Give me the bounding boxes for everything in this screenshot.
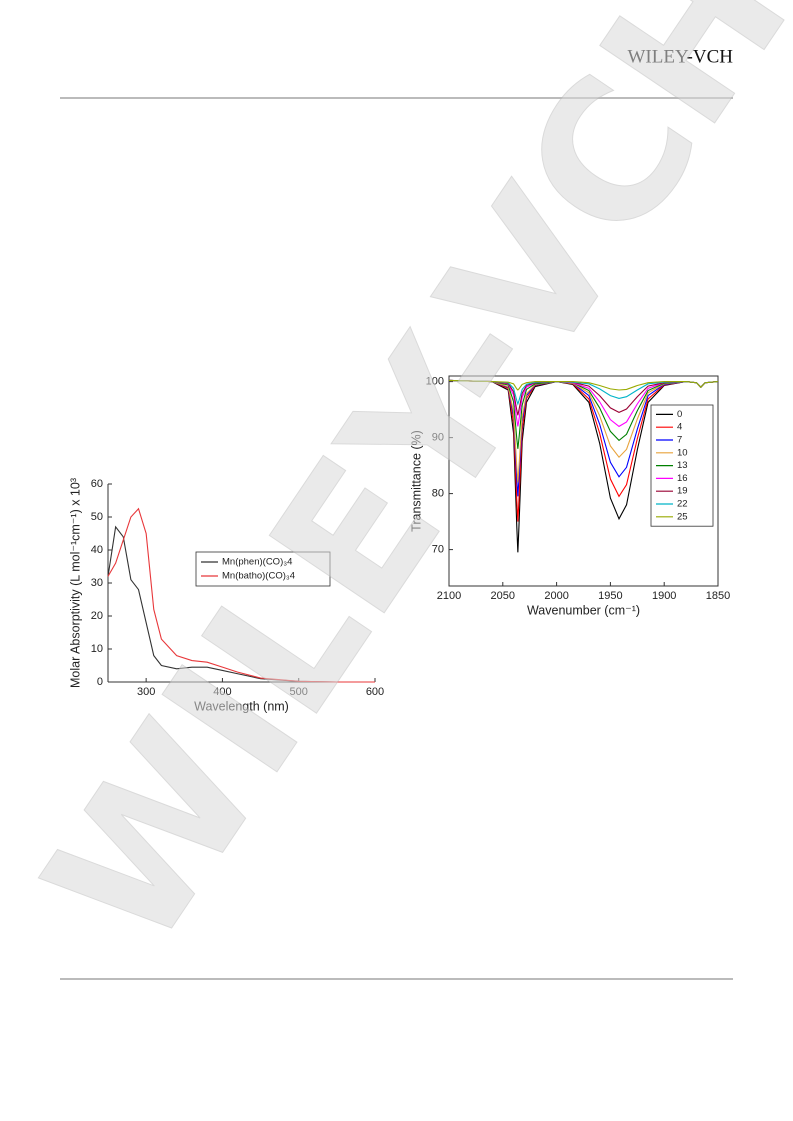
y-tick-label: 50 (91, 511, 103, 523)
y-tick-label: 20 (91, 610, 103, 622)
legend-label: Mn(batho)(CO)₃4 (222, 571, 295, 582)
y-tick-label: 80 (432, 488, 444, 500)
data-line (448, 379, 719, 391)
y-axis-label: Molar Absorptivity (L mol⁻¹cm⁻¹) x 10³ (68, 478, 82, 688)
legend-label: 10 (677, 447, 688, 458)
y-tick-label: 60 (91, 478, 103, 490)
publisher-logo: WILEY-VCH (627, 46, 733, 67)
x-tick-label: 2100 (437, 590, 461, 602)
x-tick-label: 1900 (652, 590, 676, 602)
x-tick-label: 500 (290, 686, 308, 698)
legend-label: Mn(phen)(CO)₃4 (222, 557, 292, 568)
legend-label: 13 (677, 460, 688, 471)
x-tick-label: 2050 (491, 590, 515, 602)
x-axis-label: Wavenumber (cm⁻¹) (527, 603, 640, 617)
x-axis-label: Wavelength (nm) (194, 699, 289, 713)
x-tick-label: 2000 (544, 590, 568, 602)
chart: 0 10 20 30 40 50 60 300 400 500 600 Wavelength (nm)… (68, 478, 384, 713)
legend-label: 19 (677, 486, 688, 497)
plot-frame (448, 375, 719, 587)
y-axis-label: Transmittance (%) (409, 430, 423, 532)
y-tick-label: 0 (97, 676, 103, 688)
legend-label: 7 (677, 435, 682, 446)
legend-label: 22 (677, 499, 688, 510)
x-tick-label: 400 (213, 686, 231, 698)
x-tick-label: 600 (366, 686, 384, 698)
y-tick-label: 100 (426, 376, 444, 388)
x-tick-label: 1850 (706, 590, 730, 602)
y-tick-label: 10 (91, 643, 103, 655)
legend-label: 0 (677, 409, 682, 420)
y-tick-label: 30 (91, 577, 103, 589)
y-tick-label: 40 (91, 544, 103, 556)
x-tick-label: 1950 (598, 590, 622, 602)
legend-label: 4 (677, 422, 682, 433)
data-line (107, 507, 375, 683)
y-tick-label: 70 (432, 544, 444, 556)
legend-box (195, 551, 331, 587)
legend-label: 16 (677, 473, 688, 484)
y-tick-label: 90 (432, 432, 444, 444)
legend-label: 25 (677, 511, 688, 522)
x-tick-label: 300 (137, 686, 155, 698)
